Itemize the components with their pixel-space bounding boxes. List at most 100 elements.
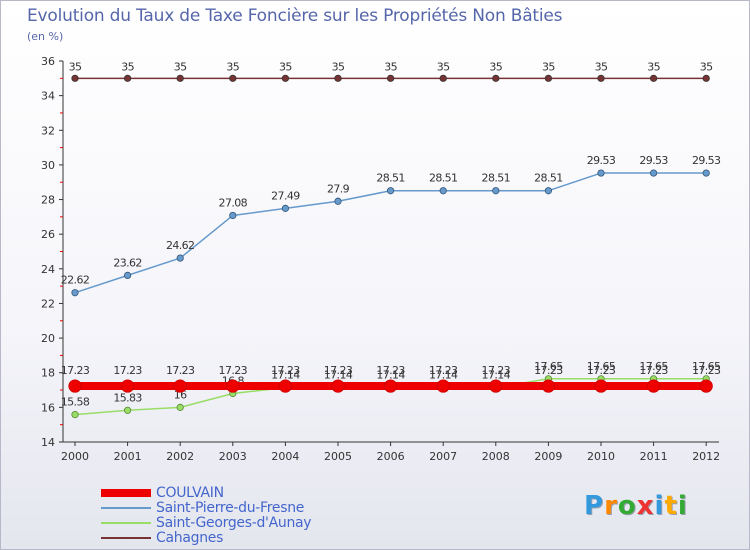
data-label-cahagnes: 35	[489, 60, 502, 73]
legend-label-cahagnes: Cahagnes	[156, 529, 224, 546]
y-tick-label: 18	[41, 367, 55, 380]
data-label-coulvain: 17.23	[482, 364, 511, 377]
x-tick-label: 2001	[114, 450, 142, 463]
data-point-coulvain	[699, 379, 713, 393]
data-point-saint-pierre-du-fresne	[439, 187, 447, 195]
y-tick-label: 36	[41, 55, 55, 68]
data-label-coulvain: 17.23	[61, 364, 90, 377]
x-tick-label: 2005	[324, 450, 352, 463]
legend-swatch-saint-pierre-du-fresne	[101, 506, 151, 509]
data-label-cahagnes: 35	[279, 60, 292, 73]
data-point-coulvain	[226, 379, 240, 393]
data-label-saint-pierre-du-fresne: 24.62	[166, 239, 195, 252]
data-label-saint-pierre-du-fresne: 28.51	[429, 172, 458, 185]
legend-label-coulvain: COULVAIN	[156, 484, 224, 501]
x-tick-label: 2011	[640, 450, 668, 463]
data-point-cahagnes	[649, 74, 658, 82]
data-point-saint-pierre-du-fresne	[229, 211, 237, 220]
data-point-cahagnes	[71, 74, 79, 82]
proxiti-logo: Proxiti	[584, 491, 688, 521]
data-point-coulvain	[68, 379, 82, 393]
data-point-saint-georges-d-aunay	[124, 406, 132, 414]
data-label-cahagnes: 35	[121, 60, 134, 73]
data-label-saint-pierre-du-fresne: 29.53	[692, 154, 721, 167]
data-label-cahagnes: 35	[700, 60, 713, 73]
x-tick-label: 2002	[166, 450, 194, 463]
data-point-cahagnes	[544, 74, 553, 82]
chart-unit: (en %)	[27, 30, 64, 43]
y-tick-label: 16	[41, 401, 55, 414]
data-label-cahagnes: 35	[437, 60, 450, 73]
data-label-coulvain: 17.23	[534, 364, 563, 377]
data-label-cahagnes: 35	[542, 60, 555, 73]
x-tick-label: 2010	[587, 450, 615, 463]
data-point-coulvain	[278, 379, 292, 393]
y-tick-label: 34	[41, 90, 55, 103]
legend-item-cahagnes: Cahagnes	[101, 529, 311, 546]
data-label-saint-pierre-du-fresne: 28.51	[376, 172, 405, 185]
data-label-saint-georges-d-aunay: 17.14	[376, 369, 405, 382]
data-point-coulvain	[383, 379, 398, 393]
data-label-saint-georges-d-aunay: 15.58	[61, 396, 90, 409]
data-label-saint-georges-d-aunay: 17.65	[587, 360, 616, 373]
logo-letter: r	[604, 491, 618, 521]
logo-letter: i	[654, 491, 665, 521]
data-label-coulvain: 17.23	[324, 364, 353, 377]
legend-label-saint-pierre-du-fresne: Saint-Pierre-du-Fresne	[156, 499, 305, 516]
data-point-cahagnes	[176, 74, 184, 82]
data-point-saint-pierre-du-fresne	[492, 187, 500, 195]
logo-letter: i	[677, 491, 688, 521]
data-label-saint-pierre-du-fresne: 27.08	[219, 196, 248, 209]
y-tick-label: 14	[41, 436, 55, 449]
data-point-cahagnes	[702, 74, 710, 82]
data-point-saint-pierre-du-fresne	[334, 197, 342, 205]
data-label-saint-georges-d-aunay: 17.65	[692, 360, 721, 373]
data-label-cahagnes: 35	[69, 60, 82, 73]
x-tick-label: 2004	[271, 450, 299, 463]
data-label-coulvain: 17.23	[429, 364, 458, 377]
data-label-coulvain: 17.23	[113, 364, 142, 377]
data-point-cahagnes	[386, 74, 395, 82]
data-label-coulvain: 17.23	[271, 364, 300, 377]
legend-item-coulvain: COULVAIN	[101, 484, 311, 501]
data-label-coulvain: 17.23	[219, 364, 248, 377]
data-point-coulvain	[173, 379, 187, 393]
data-point-coulvain	[489, 379, 503, 393]
data-label-saint-pierre-du-fresne: 27.9	[327, 182, 350, 195]
y-tick-label: 22	[41, 297, 55, 310]
legend-label-saint-georges-d-aunay: Saint-Georges-d'Aunay	[156, 514, 312, 531]
logo-letter: x	[636, 491, 655, 521]
legend-swatch-cahagnes	[101, 536, 151, 539]
data-point-saint-pierre-du-fresne	[71, 289, 79, 297]
data-label-saint-georges-d-aunay: 17.14	[271, 369, 300, 382]
x-tick-label: 2000	[61, 450, 89, 463]
x-tick-label: 2003	[219, 450, 247, 463]
data-label-cahagnes: 35	[647, 60, 660, 73]
data-point-saint-pierre-du-fresne	[597, 169, 605, 177]
data-point-saint-pierre-du-fresne	[544, 187, 553, 195]
data-point-saint-pierre-du-fresne	[702, 169, 710, 177]
data-point-saint-pierre-du-fresne	[386, 187, 395, 195]
data-point-saint-pierre-du-fresne	[281, 204, 289, 212]
data-label-coulvain: 17.23	[639, 364, 668, 377]
data-label-saint-pierre-du-fresne: 28.51	[534, 172, 563, 185]
data-label-cahagnes: 35	[332, 60, 345, 73]
y-tick-label: 20	[41, 332, 55, 345]
legend-item-saint-georges-d-aunay: Saint-Georges-d'Aunay	[101, 514, 312, 531]
data-point-cahagnes	[229, 74, 237, 82]
data-point-saint-pierre-du-fresne	[176, 254, 184, 262]
data-label-saint-pierre-du-fresne: 22.62	[61, 274, 90, 287]
data-point-saint-pierre-du-fresne	[649, 169, 658, 177]
data-point-saint-pierre-du-fresne	[124, 271, 132, 279]
data-point-cahagnes	[439, 74, 447, 82]
data-label-saint-pierre-du-fresne: 29.53	[587, 154, 616, 167]
data-point-coulvain	[646, 379, 661, 393]
data-label-saint-georges-d-aunay: 17.14	[324, 369, 353, 382]
data-label-cahagnes: 35	[226, 60, 239, 73]
logo-letter: P	[584, 491, 605, 521]
data-label-cahagnes: 35	[595, 60, 608, 73]
data-point-coulvain	[331, 379, 345, 393]
data-label-saint-georges-d-aunay: 17.14	[482, 369, 511, 382]
y-tick-label: 26	[41, 228, 55, 241]
data-label-saint-georges-d-aunay: 15.83	[113, 391, 142, 404]
